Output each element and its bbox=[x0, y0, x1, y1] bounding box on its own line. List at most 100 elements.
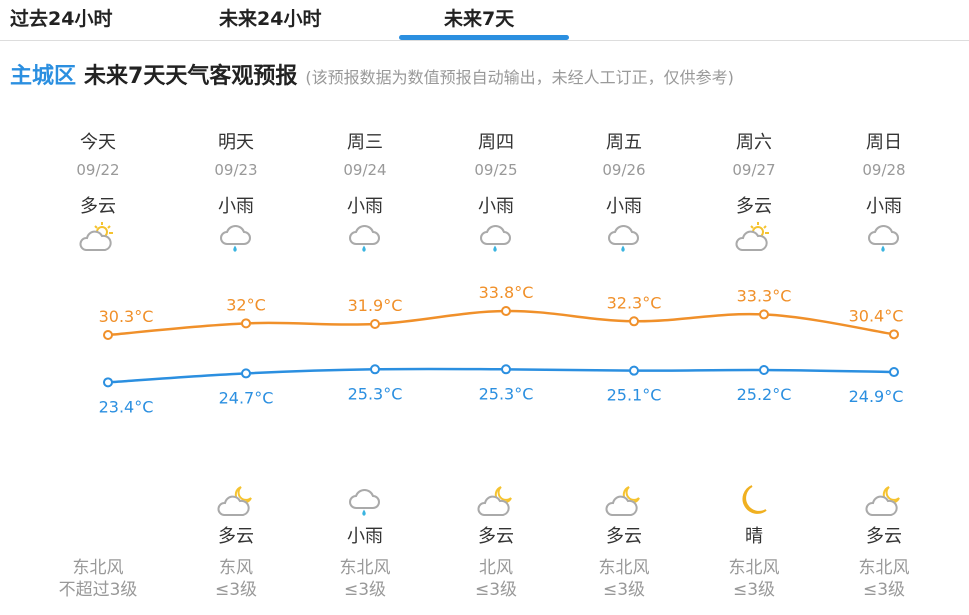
low-temp-point bbox=[501, 364, 511, 375]
wind-direction: 东北风 bbox=[339, 558, 391, 578]
day-date: 09/26 bbox=[602, 161, 646, 179]
night-weather: 晴 bbox=[745, 526, 763, 547]
high-temp-line bbox=[107, 309, 895, 337]
wind-info: 东北风 ≤3级 bbox=[819, 557, 949, 601]
wind-level: ≤3级 bbox=[862, 580, 906, 600]
wind-info: 东北风 ≤3级 bbox=[689, 557, 819, 601]
day-weekday: 周六 bbox=[736, 132, 772, 153]
low-temp-point bbox=[103, 377, 113, 388]
day-date: 09/25 bbox=[474, 161, 518, 179]
high-temp-point bbox=[889, 329, 899, 340]
low-temp-label: 23.4°C bbox=[99, 397, 154, 416]
night-weather: 多云 bbox=[866, 526, 902, 547]
light-rain-icon bbox=[431, 220, 561, 254]
low-temp-point bbox=[241, 368, 251, 379]
low-temp-point bbox=[370, 364, 380, 375]
wind-info: 东北风 不超过3级 bbox=[33, 557, 163, 601]
high-temp-label: 33.8°C bbox=[479, 283, 534, 302]
tab-next-24h[interactable]: 未来24小时 bbox=[219, 8, 322, 30]
light-rain-icon bbox=[819, 220, 949, 254]
day-date: 09/23 bbox=[214, 161, 258, 179]
partly-cloudy-day-icon bbox=[689, 220, 819, 254]
day-weather: 小雨 bbox=[218, 196, 254, 217]
day-date: 09/28 bbox=[862, 161, 906, 179]
high-temp-point bbox=[759, 309, 769, 320]
page-header: 主城区 未来7天天气客观预报 (该预报数据为数值预报自动输出，未经人工订正，仅供… bbox=[10, 58, 734, 90]
high-temp-point bbox=[241, 318, 251, 329]
active-tab-indicator bbox=[399, 35, 569, 40]
high-temp-point bbox=[629, 316, 639, 327]
high-temp-label: 32.3°C bbox=[607, 293, 662, 312]
high-temp-point bbox=[103, 330, 113, 340]
wind-direction: 东北风 bbox=[728, 558, 780, 578]
wind-direction: 东北风 bbox=[858, 558, 910, 578]
wind-level: ≤3级 bbox=[474, 580, 518, 600]
partly-cloudy-night-icon bbox=[431, 484, 561, 518]
high-temp-label: 33.3°C bbox=[737, 286, 792, 305]
high-temp-label: 30.4°C bbox=[849, 306, 904, 325]
wind-direction: 东北风 bbox=[72, 558, 124, 578]
day-weather: 小雨 bbox=[866, 196, 902, 217]
wind-info: 东北风 ≤3级 bbox=[559, 557, 689, 601]
low-temp-line bbox=[107, 367, 895, 384]
partly-cloudy-night-icon bbox=[819, 484, 949, 518]
tab-next-7d[interactable]: 未来7天 bbox=[444, 8, 515, 30]
light-rain-icon bbox=[559, 220, 689, 254]
day-date: 09/24 bbox=[343, 161, 387, 179]
partly-cloudy-day-icon bbox=[33, 220, 163, 254]
wind-level: ≤3级 bbox=[732, 580, 776, 600]
low-temp-label: 24.7°C bbox=[219, 388, 274, 407]
low-temp-label: 25.3°C bbox=[479, 384, 534, 403]
day-weather: 小雨 bbox=[478, 196, 514, 217]
day-weekday: 今天 bbox=[80, 132, 116, 153]
day-weather: 多云 bbox=[736, 196, 772, 217]
disclaimer: (该预报数据为数值预报自动输出，未经人工订正，仅供参考) bbox=[305, 68, 734, 87]
location-label: 主城区 bbox=[10, 64, 77, 89]
low-temp-label: 25.3°C bbox=[348, 384, 403, 403]
night-weather: 多云 bbox=[218, 526, 254, 547]
day-weather: 小雨 bbox=[347, 196, 383, 217]
wind-direction: 东风 bbox=[219, 558, 253, 578]
wind-direction: 北风 bbox=[479, 558, 513, 578]
partly-cloudy-night-icon bbox=[171, 484, 301, 518]
high-temp-label: 32°C bbox=[226, 295, 266, 314]
wind-direction: 东北风 bbox=[598, 558, 650, 578]
low-temp-label: 24.9°C bbox=[849, 387, 904, 406]
night-weather: 多云 bbox=[478, 526, 514, 547]
day-date: 09/22 bbox=[76, 161, 120, 179]
high-temp-label: 31.9°C bbox=[348, 296, 403, 315]
wind-info: 东北风 ≤3级 bbox=[300, 557, 430, 601]
low-temp-label: 25.2°C bbox=[737, 385, 792, 404]
low-temp-point bbox=[889, 367, 899, 378]
day-weekday: 周五 bbox=[606, 132, 642, 153]
light-rain-icon bbox=[171, 220, 301, 254]
wind-info: 北风 ≤3级 bbox=[431, 557, 561, 601]
wind-level: 不超过3级 bbox=[58, 580, 138, 600]
low-temp-point bbox=[759, 364, 769, 375]
low-temp-point bbox=[629, 365, 639, 376]
tab-bar: 过去24小时 未来24小时 未来7天 bbox=[0, 0, 969, 41]
wind-level: ≤3级 bbox=[343, 580, 387, 600]
light-rain-icon bbox=[300, 484, 430, 518]
low-temp-label: 25.1°C bbox=[607, 386, 662, 405]
day-weather: 多云 bbox=[80, 196, 116, 217]
temperature-chart: 30.3°C 32°C 31.9°C 33.8°C 32.3°C 33.3°C 30.4°C… bbox=[99, 283, 904, 416]
night-weather: 多云 bbox=[606, 526, 642, 547]
day-weekday: 周三 bbox=[347, 132, 383, 153]
high-temp-point bbox=[370, 319, 380, 330]
high-temp-label: 30.3°C bbox=[99, 307, 154, 326]
page-title: 未来7天天气客观预报 bbox=[84, 64, 298, 89]
partly-cloudy-night-icon bbox=[559, 484, 689, 518]
tab-past-24h[interactable]: 过去24小时 bbox=[10, 8, 113, 30]
day-date: 09/27 bbox=[732, 161, 776, 179]
day-weekday: 周四 bbox=[478, 132, 514, 153]
day-weekday: 周日 bbox=[866, 132, 902, 153]
night-weather: 小雨 bbox=[347, 526, 383, 547]
day-weekday: 明天 bbox=[218, 132, 254, 153]
wind-level: ≤3级 bbox=[214, 580, 258, 600]
day-weather: 小雨 bbox=[606, 196, 642, 217]
light-rain-icon bbox=[300, 220, 430, 254]
wind-level: ≤3级 bbox=[602, 580, 646, 600]
high-temp-point bbox=[501, 305, 511, 316]
wind-info: 东风 ≤3级 bbox=[171, 557, 301, 601]
